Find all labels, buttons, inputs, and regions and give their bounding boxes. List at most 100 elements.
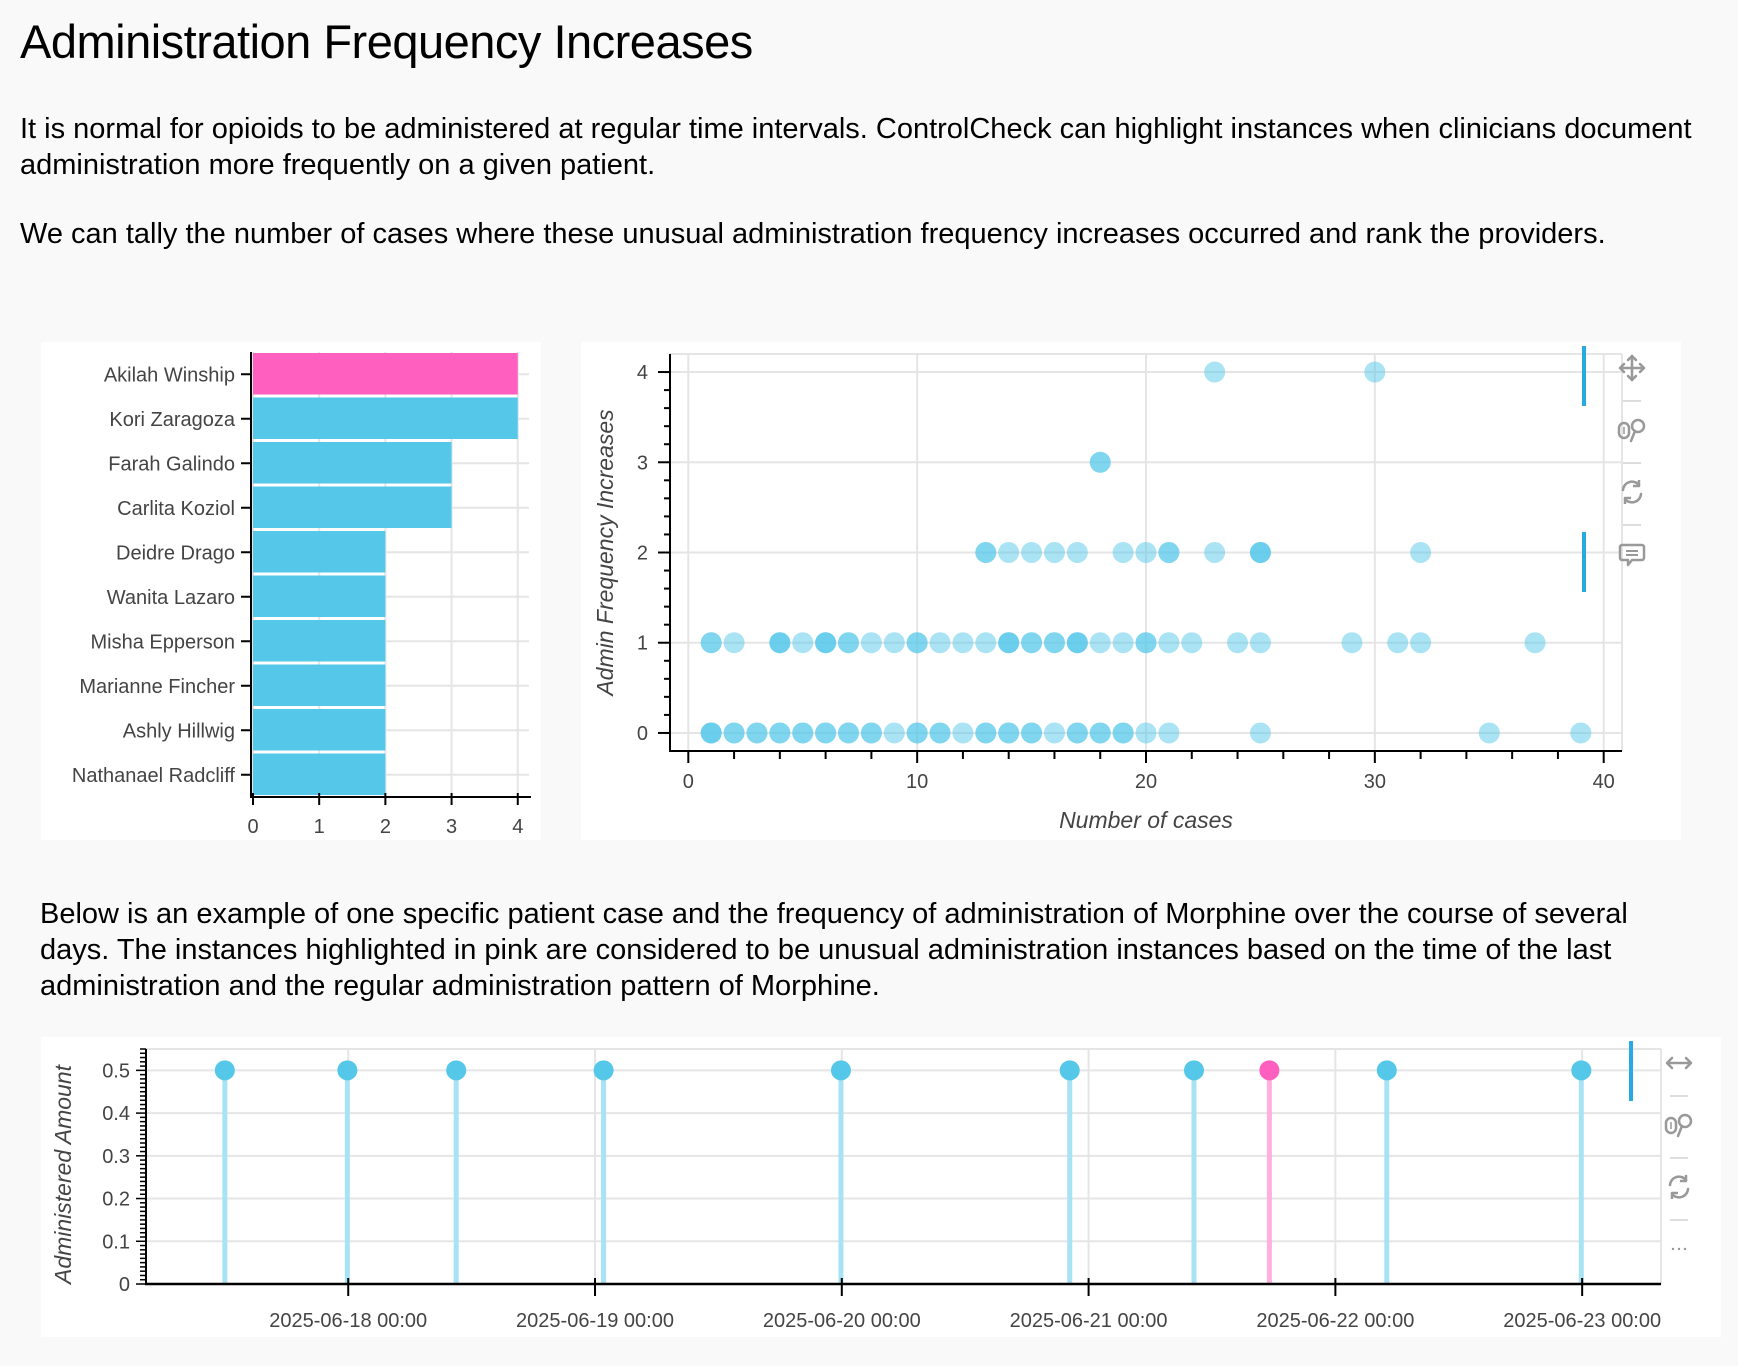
toolbar-separator: [1670, 1219, 1688, 1221]
bar: [253, 664, 386, 706]
y-tick-label: 1: [637, 633, 648, 655]
category-label: Marianne Fincher: [79, 676, 235, 698]
y-axis-title: Administered Amount: [50, 1063, 76, 1286]
scatter-point: [1341, 632, 1363, 654]
x-tick-label: 1: [314, 816, 325, 838]
category-label: Wanita Lazaro: [107, 587, 235, 609]
intro-paragraph: It is normal for opioids to be administe…: [20, 113, 1692, 181]
scatter-point: [906, 722, 928, 744]
scatter-point: [815, 632, 837, 654]
scatter-point: [1135, 542, 1157, 563]
scatter-point: [1249, 542, 1271, 563]
administration-point: [830, 1060, 851, 1081]
xpan-tool-button[interactable]: [1629, 1041, 1697, 1101]
scatter-point: [952, 632, 974, 654]
wheel-zoom-icon: [1617, 415, 1647, 450]
more-icon: [1664, 1234, 1694, 1269]
administration-point: [214, 1060, 235, 1081]
category-label: Kori Zaragoza: [109, 409, 235, 431]
scatter-point: [975, 632, 997, 654]
scatter-point: [1043, 542, 1065, 563]
scatter-point: [1066, 722, 1088, 744]
x-tick-label: 2025-06-19 00:00: [516, 1310, 674, 1332]
administration-point: [1183, 1060, 1204, 1081]
bar: [253, 620, 386, 662]
reset-icon: [1617, 477, 1647, 512]
scatter-point: [1478, 722, 1500, 744]
category-label: Deidre Drago: [116, 542, 235, 564]
scatter-point: [1021, 632, 1043, 654]
x-axis-title: Number of cases: [1059, 807, 1233, 833]
scatter-point: [769, 722, 791, 744]
reset-tool-button[interactable]: [1661, 1171, 1697, 1207]
wheel-zoom-icon: [1664, 1110, 1694, 1145]
category-label: Carlita Koziol: [117, 498, 235, 520]
scatter-point: [1089, 632, 1111, 654]
scatter-point: [723, 632, 745, 654]
x-tick-label: 0: [683, 771, 694, 793]
category-label: Nathanael Radcliff: [72, 765, 236, 787]
x-tick-label: 20: [1135, 771, 1157, 793]
scatter-point: [1227, 632, 1249, 654]
scatter-point: [1112, 722, 1134, 744]
hover-tool-button[interactable]: [1582, 532, 1650, 592]
toolbar-separator: [1623, 400, 1641, 402]
bar: [253, 575, 386, 617]
x-tick-label: 4: [512, 816, 523, 838]
wheel-zoom-tool-button[interactable]: [1661, 1109, 1697, 1145]
active-tool-indicator: [1629, 1041, 1633, 1101]
scatter-point: [746, 722, 768, 744]
scatter-point: [700, 722, 722, 744]
example-paragraph: Below is an example of one specific pati…: [40, 898, 1628, 1002]
bar-chart-svg: Akilah Winship Kori Zaragoza Farah Galindo…: [72, 352, 531, 838]
xpan-icon: [1664, 1048, 1694, 1083]
wheel-zoom-tool-button[interactable]: [1614, 414, 1650, 450]
category-label: Misha Epperson: [90, 631, 235, 653]
bar: [253, 353, 518, 395]
scatter-point: [838, 632, 859, 654]
scatter-point: [1249, 632, 1271, 654]
scatter-point: [860, 722, 882, 744]
active-tool-indicator: [1582, 532, 1586, 592]
scatter-point: [815, 722, 837, 744]
scatter-point: [998, 542, 1020, 563]
y-tick-label: 0: [637, 723, 648, 745]
administration-point: [1571, 1060, 1592, 1081]
bar: [253, 531, 386, 573]
scatter-point: [883, 722, 905, 744]
scatter-point: [1158, 722, 1180, 744]
scatter-point: [1181, 632, 1203, 654]
scatter-point: [1066, 632, 1088, 654]
category-label: Farah Galindo: [108, 453, 235, 475]
scatter-toolbar: [1582, 346, 1650, 592]
bar: [253, 753, 386, 795]
scatter-point: [883, 632, 905, 654]
scatter-point: [975, 542, 997, 563]
pan-tool-button[interactable]: [1582, 346, 1650, 406]
y-tick-label: 0.4: [102, 1103, 130, 1125]
scatter-point: [1570, 722, 1592, 744]
toolbar-separator: [1623, 524, 1641, 526]
x-tick-label: 0: [247, 816, 258, 838]
scatter-point: [838, 722, 859, 744]
scatter-point: [792, 632, 814, 654]
scatter-point: [1204, 361, 1226, 383]
scatter-point: [1249, 722, 1271, 744]
y-tick-label: 0.1: [102, 1231, 130, 1253]
scatter-point: [1043, 632, 1065, 654]
scatter-point: [1135, 722, 1157, 744]
scatter-point: [1524, 632, 1546, 654]
scatter-point: [1204, 542, 1226, 563]
scatter-point: [975, 722, 997, 744]
y-axis-title: Admin Frequency Increases: [592, 409, 618, 698]
reset-tool-button[interactable]: [1614, 476, 1650, 512]
y-tick-label: 0.3: [102, 1146, 130, 1168]
more-tool-button[interactable]: [1661, 1233, 1697, 1269]
pan-icon: [1617, 353, 1647, 388]
y-tick-label: 2: [637, 543, 648, 565]
administration-point: [446, 1060, 467, 1081]
scatter-point: [998, 722, 1020, 744]
category-label: Ashly Hillwig: [123, 720, 235, 742]
hover-icon: [1617, 539, 1647, 574]
